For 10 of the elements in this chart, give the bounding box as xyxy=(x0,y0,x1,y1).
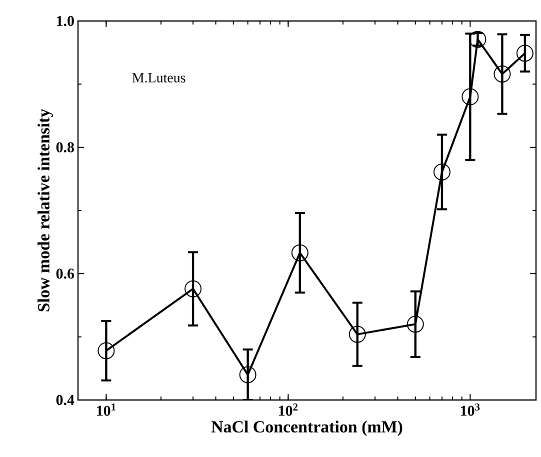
y-tick-label: 1.0 xyxy=(57,16,74,26)
annotation: M.Luteus xyxy=(132,73,186,83)
y-axis-title: Slow mode relative intensity xyxy=(38,108,53,312)
x-tick-label: 10$^{3}$ xyxy=(461,404,480,416)
x-axis-title: NaCl Concentration (mM) xyxy=(211,420,402,436)
x-tick-label: 10$^{1}$ xyxy=(97,404,116,416)
y-tick-label: 0.6 xyxy=(56,268,74,279)
y-tick-label: 0.4 xyxy=(56,394,74,406)
y-tick-label: 0.8 xyxy=(56,142,74,152)
x-tick-label: 10$^{2}$ xyxy=(279,404,298,416)
